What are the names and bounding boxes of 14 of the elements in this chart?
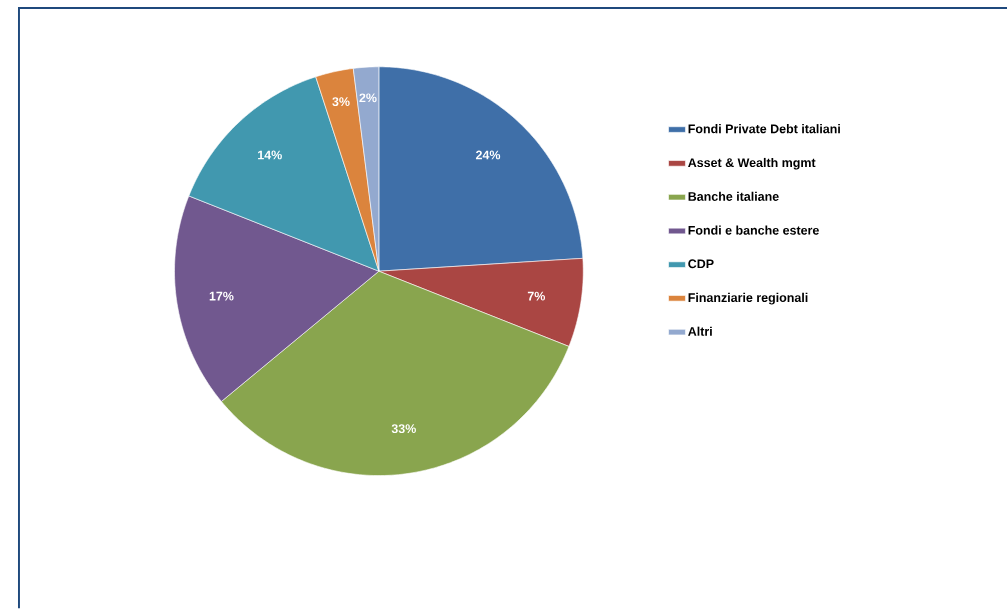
data-label: 7% [527,291,546,301]
legend-label: CDP [688,259,714,269]
legend-label: Finanziarie regionali [688,292,808,305]
data-label: 24% [475,150,501,160]
data-label: 2% [359,93,377,103]
data-label: 17% [209,291,234,301]
legend-label: Asset & Wealth mgmt [688,157,816,170]
legend-label: Fondi Private Debt italiani [688,124,840,134]
legend-label: Banche italiane [688,191,779,201]
data-label: 14% [258,150,282,160]
data-label: 3% [332,97,350,106]
legend-label: Fondi e banche estere [688,225,819,235]
legend-label: Altri [688,326,712,336]
data-label: 33% [391,424,416,433]
